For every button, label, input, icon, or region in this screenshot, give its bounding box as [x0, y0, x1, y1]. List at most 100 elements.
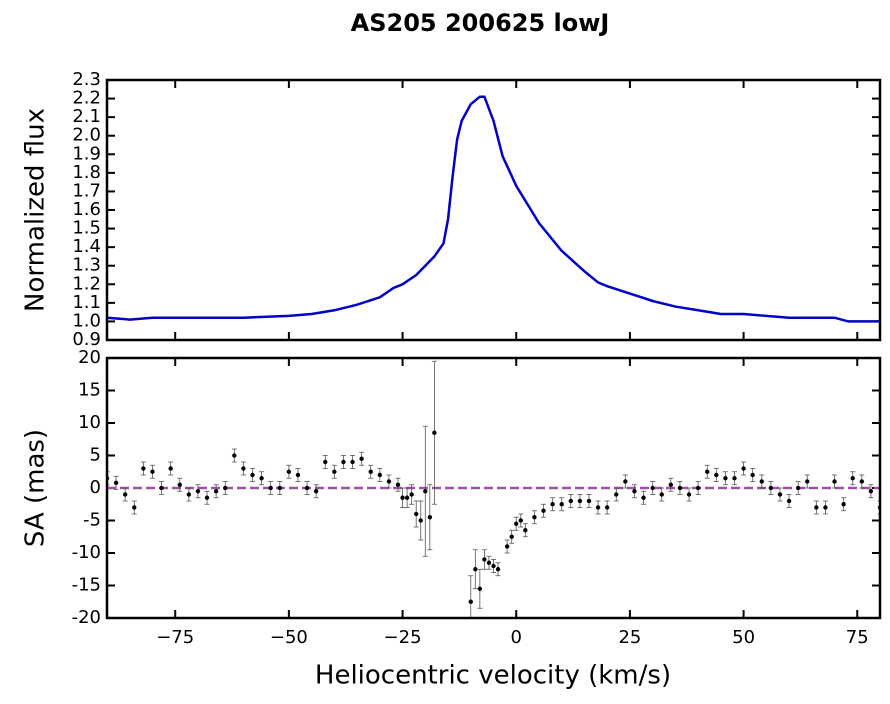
- x-tick-label: 50: [732, 627, 755, 648]
- sa-point: [695, 485, 701, 491]
- y-tick-label: 1.7: [72, 180, 101, 201]
- y-tick-label: -5: [83, 510, 101, 531]
- sa-point: [473, 567, 478, 572]
- sa-point: [577, 498, 583, 504]
- sa-point: [623, 479, 628, 484]
- sa-point: [286, 469, 292, 474]
- sa-point: [632, 489, 637, 494]
- sa-point: [409, 492, 414, 497]
- sa-point: [541, 508, 546, 513]
- sa-point: [427, 515, 433, 520]
- sa-point: [159, 485, 164, 491]
- sa-point: [414, 511, 419, 517]
- sa-point: [350, 459, 355, 465]
- sa-point: [518, 518, 523, 523]
- sa-point: [495, 567, 501, 572]
- sa-point: [650, 485, 655, 491]
- x-tick-label: 0: [511, 627, 522, 648]
- sa-point: [805, 479, 810, 484]
- y-tick-label: 0.9: [72, 329, 101, 350]
- sa-point: [514, 521, 519, 526]
- sa-point: [604, 505, 610, 510]
- y-tick-label: 20: [78, 347, 101, 368]
- x-tick-label: −25: [384, 627, 422, 648]
- sa-point: [586, 498, 592, 504]
- sa-point: [732, 476, 737, 481]
- y-tick-label: 0: [90, 477, 101, 498]
- sa-point: [423, 489, 428, 494]
- x-axis-label: Heliocentric velocity (km/s): [315, 661, 671, 691]
- sa-point: [486, 560, 492, 565]
- sa-point: [677, 485, 683, 491]
- sa-point: [568, 498, 573, 504]
- sa-point: [313, 489, 319, 494]
- sa-point: [186, 492, 192, 497]
- sa-point: [141, 466, 146, 471]
- sa-point: [323, 459, 328, 465]
- x-tick-label: −50: [270, 627, 308, 648]
- sa-point: [277, 485, 282, 491]
- sa-point: [795, 485, 801, 491]
- y-tick-label: -20: [72, 607, 101, 628]
- x-tick-label: −75: [156, 627, 194, 648]
- sa-point: [204, 495, 210, 500]
- sa-point: [532, 515, 537, 520]
- sa-point: [395, 482, 401, 487]
- sa-point: [814, 505, 819, 510]
- sa-point: [295, 472, 301, 478]
- sa-point: [559, 502, 564, 507]
- sa-point: [859, 479, 865, 484]
- y-tick-label: 2.2: [72, 88, 101, 109]
- sa-point: [368, 469, 373, 474]
- plot-frame: [105, 356, 882, 620]
- sa-point: [150, 469, 155, 474]
- sa-point: [404, 495, 410, 500]
- x-tick-label: 75: [846, 627, 869, 648]
- y-tick-label: 2.3: [72, 69, 101, 90]
- sa-point: [122, 492, 128, 497]
- sa-point: [768, 485, 774, 491]
- sa-point: [759, 479, 764, 484]
- sa-point: [850, 476, 855, 481]
- sa-point: [491, 563, 496, 569]
- sa-point: [550, 502, 555, 507]
- sa-point: [223, 485, 228, 491]
- sa-point: [741, 466, 746, 471]
- y-tick-label: 2.0: [72, 125, 101, 146]
- sa-point: [705, 469, 710, 474]
- y-tick-label: 1.4: [72, 236, 101, 257]
- sa-point: [723, 476, 728, 481]
- sa-point: [777, 492, 783, 497]
- sa-point: [468, 599, 473, 604]
- y-tick-label: 1.2: [72, 273, 101, 294]
- sa-point: [132, 505, 137, 510]
- y-tick-label: 10: [78, 412, 101, 433]
- y-tick-label: 15: [78, 380, 101, 401]
- y-tick-label: 1.9: [72, 143, 101, 164]
- sa-point: [418, 518, 423, 523]
- y-tick-label: 5: [90, 445, 101, 466]
- y-tick-label: -15: [72, 575, 101, 596]
- sa-point: [177, 482, 182, 487]
- sa-point: [841, 502, 846, 507]
- sa-point: [832, 479, 837, 484]
- sa-point: [614, 492, 619, 497]
- sa-point: [668, 482, 674, 487]
- sa-point: [386, 479, 392, 484]
- sa-point: [268, 485, 273, 491]
- sa-point: [332, 469, 337, 474]
- sa-point: [377, 472, 383, 478]
- sa-point: [250, 472, 255, 478]
- sa-point: [432, 430, 437, 435]
- sa-point: [304, 485, 310, 491]
- sa-point: [686, 492, 692, 497]
- sa-point: [509, 534, 514, 539]
- y-tick-label: 1.1: [72, 292, 101, 313]
- sa-point: [750, 472, 755, 478]
- y-tick-label: 1.5: [72, 218, 101, 239]
- sa-point: [714, 472, 719, 478]
- sa-point: [523, 528, 528, 533]
- y-tick-label: 2.1: [72, 106, 101, 127]
- sa-point: [786, 498, 792, 504]
